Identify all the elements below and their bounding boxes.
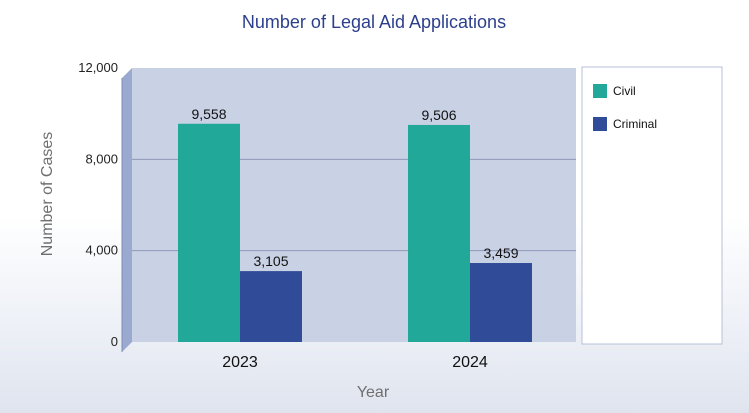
y-axis-label: Number of Cases — [39, 132, 56, 257]
x-axis-label: Year — [357, 384, 390, 401]
x-tick-label: 2024 — [452, 354, 488, 371]
bar-civil-2023 — [178, 123, 240, 342]
data-label: 9,506 — [421, 107, 456, 123]
bar-criminal-2024 — [470, 263, 532, 342]
legend-label: Civil — [613, 84, 636, 98]
bar-civil-2024 — [408, 124, 470, 342]
chart-title: Number of Legal Aid Applications — [242, 12, 506, 32]
legend: Civil Criminal — [581, 66, 723, 345]
legend-label: Criminal — [613, 117, 657, 131]
y-tick-label: 4,000 — [85, 243, 118, 258]
y-tick-label: 8,000 — [85, 151, 118, 166]
y-tick-label: 12,000 — [78, 60, 118, 75]
data-label: 9,558 — [191, 106, 226, 122]
data-label: 3,105 — [253, 253, 288, 269]
legend-swatch-criminal — [593, 117, 607, 131]
data-label: 3,459 — [483, 245, 518, 261]
bar-criminal-2023 — [240, 271, 302, 342]
x-axis-ticks: 2023 2024 — [222, 354, 488, 371]
plot-side-wall — [122, 68, 132, 352]
legend-box — [581, 66, 723, 345]
y-axis-ticks: 0 4,000 8,000 12,000 — [78, 60, 118, 349]
x-tick-label: 2023 — [222, 354, 258, 371]
bars-group: 9,558 3,105 9,506 3,459 — [178, 106, 532, 342]
legend-swatch-civil — [593, 84, 607, 98]
y-tick-label: 0 — [111, 334, 118, 349]
